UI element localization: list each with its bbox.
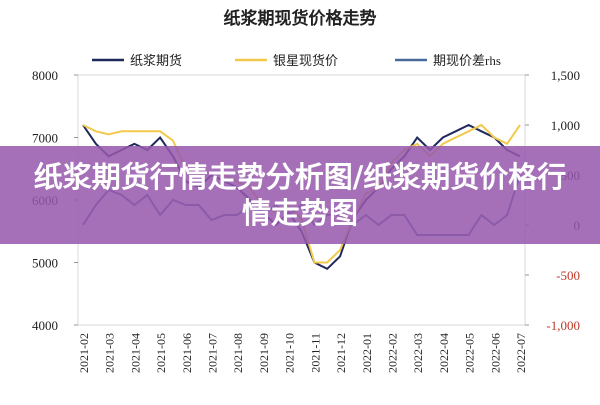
x-tick-label: 2021-02	[77, 333, 91, 373]
x-tick-label: 2021-11	[308, 333, 322, 373]
x-tick-label: 2021-06	[180, 333, 194, 373]
legend-label: 银星现货价	[273, 53, 338, 68]
x-tick-label: 2021-10	[283, 333, 297, 373]
y2-tick-label: 1,500	[551, 68, 580, 83]
legend-label: 期现价差rhs	[433, 53, 501, 68]
y-tick-label: 5000	[32, 256, 58, 271]
x-tick-label: 2022-03	[411, 333, 425, 373]
y-tick-label: 4000	[32, 318, 58, 333]
x-tick-label: 2022-01	[360, 333, 374, 373]
x-tick-label: 2021-03	[103, 333, 117, 373]
x-tick-label: 2021-09	[257, 333, 271, 373]
legend-label: 纸浆期货	[130, 53, 182, 68]
y-tick-label: 7000	[32, 131, 58, 146]
overlay-banner: 纸浆期货行情走势分析图/纸浆期货价格行情走势图	[0, 146, 600, 244]
y-tick-label: 8000	[32, 68, 58, 83]
x-tick-label: 2021-12	[334, 333, 348, 373]
x-tick-label: 2021-08	[231, 333, 245, 373]
x-tick-label: 2021-07	[206, 333, 220, 373]
x-tick-label: 2021-05	[154, 333, 168, 373]
chart-title: 纸浆期现货价格走势	[224, 8, 377, 28]
x-tick-label: 2022-07	[514, 333, 528, 373]
y2-tick-label: -1,000	[546, 318, 580, 333]
x-tick-label: 2022-05	[463, 333, 477, 373]
x-tick-label: 2022-02	[385, 333, 399, 373]
x-tick-label: 2022-06	[488, 333, 502, 373]
y2-tick-label: 1,000	[551, 118, 580, 133]
x-tick-label: 2022-04	[437, 333, 451, 373]
overlay-title: 纸浆期货行情走势分析图/纸浆期货价格行情走势图	[33, 160, 567, 230]
y2-tick-label: -500	[556, 268, 580, 283]
x-tick-label: 2021-04	[128, 333, 142, 373]
